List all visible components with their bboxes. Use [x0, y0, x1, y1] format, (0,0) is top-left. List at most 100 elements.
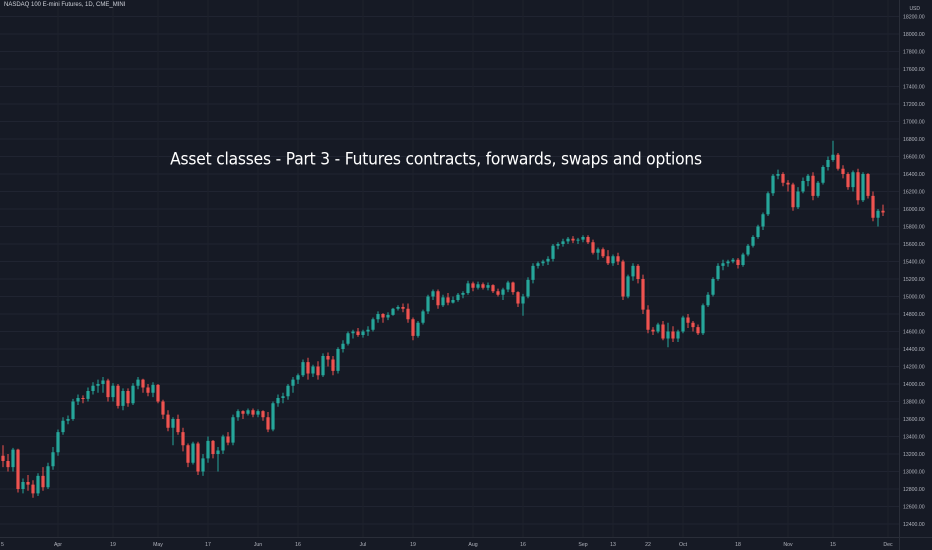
candle-body: [696, 327, 699, 333]
candle-body: [751, 237, 754, 246]
candle-body: [296, 375, 299, 379]
candle: [416, 321, 419, 338]
candle-body: [841, 169, 844, 174]
candle-body: [211, 441, 214, 454]
price-tick-label: 15600.00: [903, 242, 925, 248]
candle-body: [166, 415, 169, 428]
candle: [566, 237, 569, 244]
candle: [526, 277, 529, 298]
price-tick-label: 13000.00: [903, 470, 925, 476]
candle-body: [131, 386, 134, 404]
candle-body: [196, 444, 199, 472]
candle: [241, 410, 244, 419]
candle: [871, 192, 874, 222]
candle-body: [276, 398, 279, 403]
time-tick-label: 22: [645, 542, 651, 548]
candle-body: [476, 284, 479, 288]
candle: [536, 262, 539, 269]
candle: [596, 248, 599, 260]
candle: [761, 213, 764, 231]
candle: [126, 388, 129, 406]
candle-body: [16, 450, 19, 489]
candle-body: [336, 349, 339, 371]
time-tick-label: Jun: [254, 542, 262, 548]
price-tick-label: 14600.00: [903, 330, 925, 336]
candle: [426, 295, 429, 314]
time-axis[interactable]: 5 Apr 19 May 17 Jun 16 Jul 19 Aug 16 Sep 13 22 Oct 18 No…: [0, 538, 932, 549]
candle-body: [456, 295, 459, 300]
candle-body: [266, 417, 269, 429]
price-tick-label: 16200.00: [903, 190, 925, 196]
price-tick-label: 15800.00: [903, 225, 925, 231]
candle-body: [786, 183, 789, 185]
candle-body: [81, 398, 84, 399]
candle-body: [6, 461, 9, 467]
candle: [616, 253, 619, 265]
candle-body: [481, 284, 484, 288]
candle-body: [361, 332, 364, 336]
price-axis[interactable]: 12400.00 12600.00 12800.00 13000.00 13200.00…: [900, 0, 925, 550]
candle-body: [366, 330, 369, 332]
candle: [201, 454, 204, 476]
candle: [581, 235, 584, 242]
candle-body: [576, 240, 579, 241]
candle-body: [676, 332, 679, 339]
price-tick-label: 12600.00: [903, 505, 925, 511]
candle: [141, 379, 144, 393]
candle: [6, 454, 9, 472]
candles: [1, 141, 884, 498]
candle-body: [516, 292, 519, 303]
candle: [331, 356, 334, 375]
candle: [726, 260, 729, 267]
candle-body: [561, 241, 564, 244]
candle: [756, 225, 759, 239]
candle: [86, 388, 89, 402]
candle: [641, 275, 644, 314]
candle: [741, 253, 744, 267]
candle: [196, 442, 199, 475]
candle-body: [206, 441, 209, 459]
time-tick-label: Nov: [783, 542, 793, 548]
candle: [246, 409, 249, 416]
price-tick-label: 17400.00: [903, 85, 925, 91]
candle-body: [136, 380, 139, 386]
candle-body: [811, 176, 814, 196]
candle: [156, 384, 159, 403]
candle-body: [431, 291, 434, 296]
candle-body: [491, 285, 494, 291]
candle: [226, 432, 229, 445]
candle-body: [61, 421, 64, 432]
candle-body: [26, 482, 29, 485]
candle: [41, 467, 44, 491]
candle-body: [331, 360, 334, 371]
candle: [496, 289, 499, 297]
candle-body: [631, 266, 634, 277]
candle: [801, 178, 804, 194]
candle-body: [141, 380, 144, 388]
candle: [491, 284, 494, 293]
candle: [606, 250, 609, 265]
candle: [186, 444, 189, 468]
price-tick-label: 14800.00: [903, 312, 925, 318]
candle: [71, 399, 74, 421]
candle: [81, 395, 84, 403]
price-tick-label: 17600.00: [903, 67, 925, 73]
candle-body: [641, 279, 644, 310]
time-tick-label: 19: [410, 542, 416, 548]
candle-body: [181, 432, 184, 445]
candle: [46, 463, 49, 489]
candle: [776, 170, 779, 180]
candle: [771, 174, 774, 196]
candle-body: [221, 437, 224, 451]
candle-body: [761, 214, 764, 226]
candle: [251, 409, 254, 418]
candle: [646, 305, 649, 333]
price-tick-label: 12800.00: [903, 487, 925, 493]
candle-body: [551, 246, 554, 259]
candle: [466, 281, 469, 295]
candle: [676, 330, 679, 342]
candle: [291, 377, 294, 393]
candle-body: [11, 450, 14, 468]
